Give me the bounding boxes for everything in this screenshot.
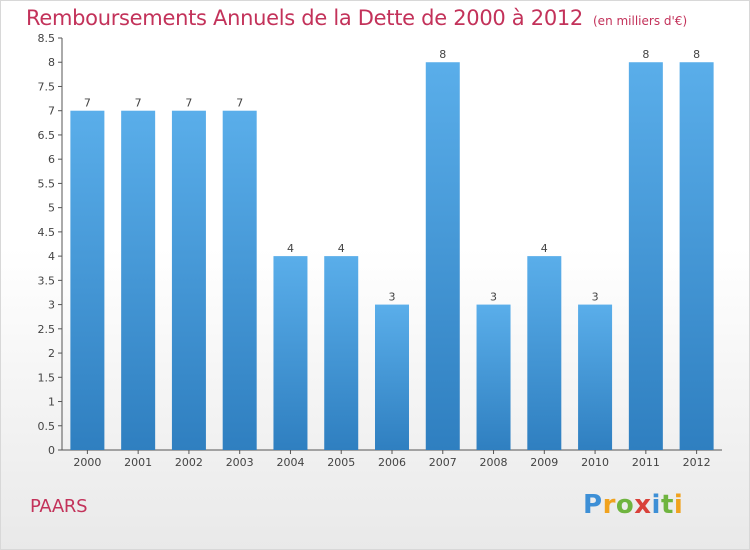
bar-value-label: 3 <box>592 291 599 304</box>
commune-name: PAARS <box>30 496 88 517</box>
y-tick-label: 0.5 <box>38 420 56 433</box>
y-tick-label: 7.5 <box>38 80 56 93</box>
bar-2010 <box>578 304 613 450</box>
bar-value-label: 3 <box>490 291 497 304</box>
bar-2005 <box>324 256 359 450</box>
bar-value-label: 7 <box>236 97 243 110</box>
bar-2009 <box>527 256 562 450</box>
bar-value-label: 7 <box>84 97 91 110</box>
x-tick-label: 2001 <box>124 456 152 469</box>
x-tick-label: 2010 <box>581 456 609 469</box>
chart-value-labels: 7 7 7 7 4 4 3 8 3 4 3 8 8 <box>84 48 700 303</box>
y-tick-label: 2 <box>48 347 55 360</box>
bar-2004 <box>273 256 308 450</box>
y-tick-label: 1.5 <box>38 371 56 384</box>
x-tick-label: 2002 <box>175 456 203 469</box>
logo-letter: r <box>602 490 616 520</box>
y-tick-label: 7 <box>48 105 55 118</box>
chart-title-main: Remboursements Annuels de la Dette de 20… <box>26 6 583 30</box>
bar-2012 <box>679 62 714 451</box>
logo-letter: t <box>660 490 674 520</box>
y-tick-label: 8.5 <box>38 32 56 45</box>
x-tick-label: 2008 <box>480 456 508 469</box>
x-tick-label: 2009 <box>530 456 558 469</box>
y-tick-label: 3 <box>48 299 55 312</box>
bar-2007 <box>425 62 460 451</box>
x-tick-label: 2003 <box>226 456 254 469</box>
bar-2000 <box>70 110 105 451</box>
y-tick-label: 5 <box>48 202 55 215</box>
bar-2011 <box>628 62 663 451</box>
y-tick-label: 0 <box>48 444 55 457</box>
bar-value-label: 4 <box>541 242 548 255</box>
logo-letter: P <box>583 490 603 520</box>
logo-letter: x <box>634 490 652 520</box>
x-tick-label: 2012 <box>683 456 711 469</box>
bar-value-label: 7 <box>185 97 192 110</box>
bar-value-label: 7 <box>135 97 142 110</box>
chart-bars <box>70 62 714 451</box>
y-tick-label: 2.5 <box>38 323 56 336</box>
logo-letter: i <box>673 490 684 520</box>
bar-2002 <box>171 110 206 451</box>
bar-2001 <box>121 110 156 451</box>
bar-value-label: 4 <box>338 242 345 255</box>
y-tick-label: 1 <box>48 396 55 409</box>
x-tick-label: 2000 <box>73 456 101 469</box>
chart-title: Remboursements Annuels de la Dette de 20… <box>26 6 687 30</box>
y-tick-label: 8 <box>48 56 55 69</box>
bar-2003 <box>222 110 257 451</box>
x-tick-label: 2004 <box>276 456 304 469</box>
x-tick-label: 2006 <box>378 456 406 469</box>
proxiti-logo: Proxiti <box>583 490 683 520</box>
y-tick-label: 4 <box>48 250 55 263</box>
bar-value-label: 8 <box>642 48 649 61</box>
y-tick-label: 6 <box>48 153 55 166</box>
x-tick-label: 2007 <box>429 456 457 469</box>
bar-value-label: 8 <box>693 48 700 61</box>
x-tick-label: 2005 <box>327 456 355 469</box>
x-tick-label: 2011 <box>632 456 660 469</box>
bar-2006 <box>375 304 409 450</box>
logo-letter: i <box>651 490 661 520</box>
bar-value-label: 3 <box>389 291 396 304</box>
y-tick-label: 5.5 <box>38 177 56 190</box>
bar-value-label: 4 <box>287 242 294 255</box>
bar-value-label: 8 <box>439 48 446 61</box>
chart-title-unit: (en milliers d'€) <box>593 14 688 28</box>
y-tick-label: 6.5 <box>38 129 56 142</box>
y-tick-label: 3.5 <box>38 274 56 287</box>
bar-2008 <box>476 304 511 450</box>
logo-letter: o <box>615 490 635 520</box>
y-tick-label: 4.5 <box>38 226 56 239</box>
